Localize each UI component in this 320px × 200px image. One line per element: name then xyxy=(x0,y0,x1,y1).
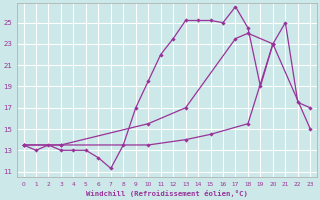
X-axis label: Windchill (Refroidissement éolien,°C): Windchill (Refroidissement éolien,°C) xyxy=(86,190,248,197)
